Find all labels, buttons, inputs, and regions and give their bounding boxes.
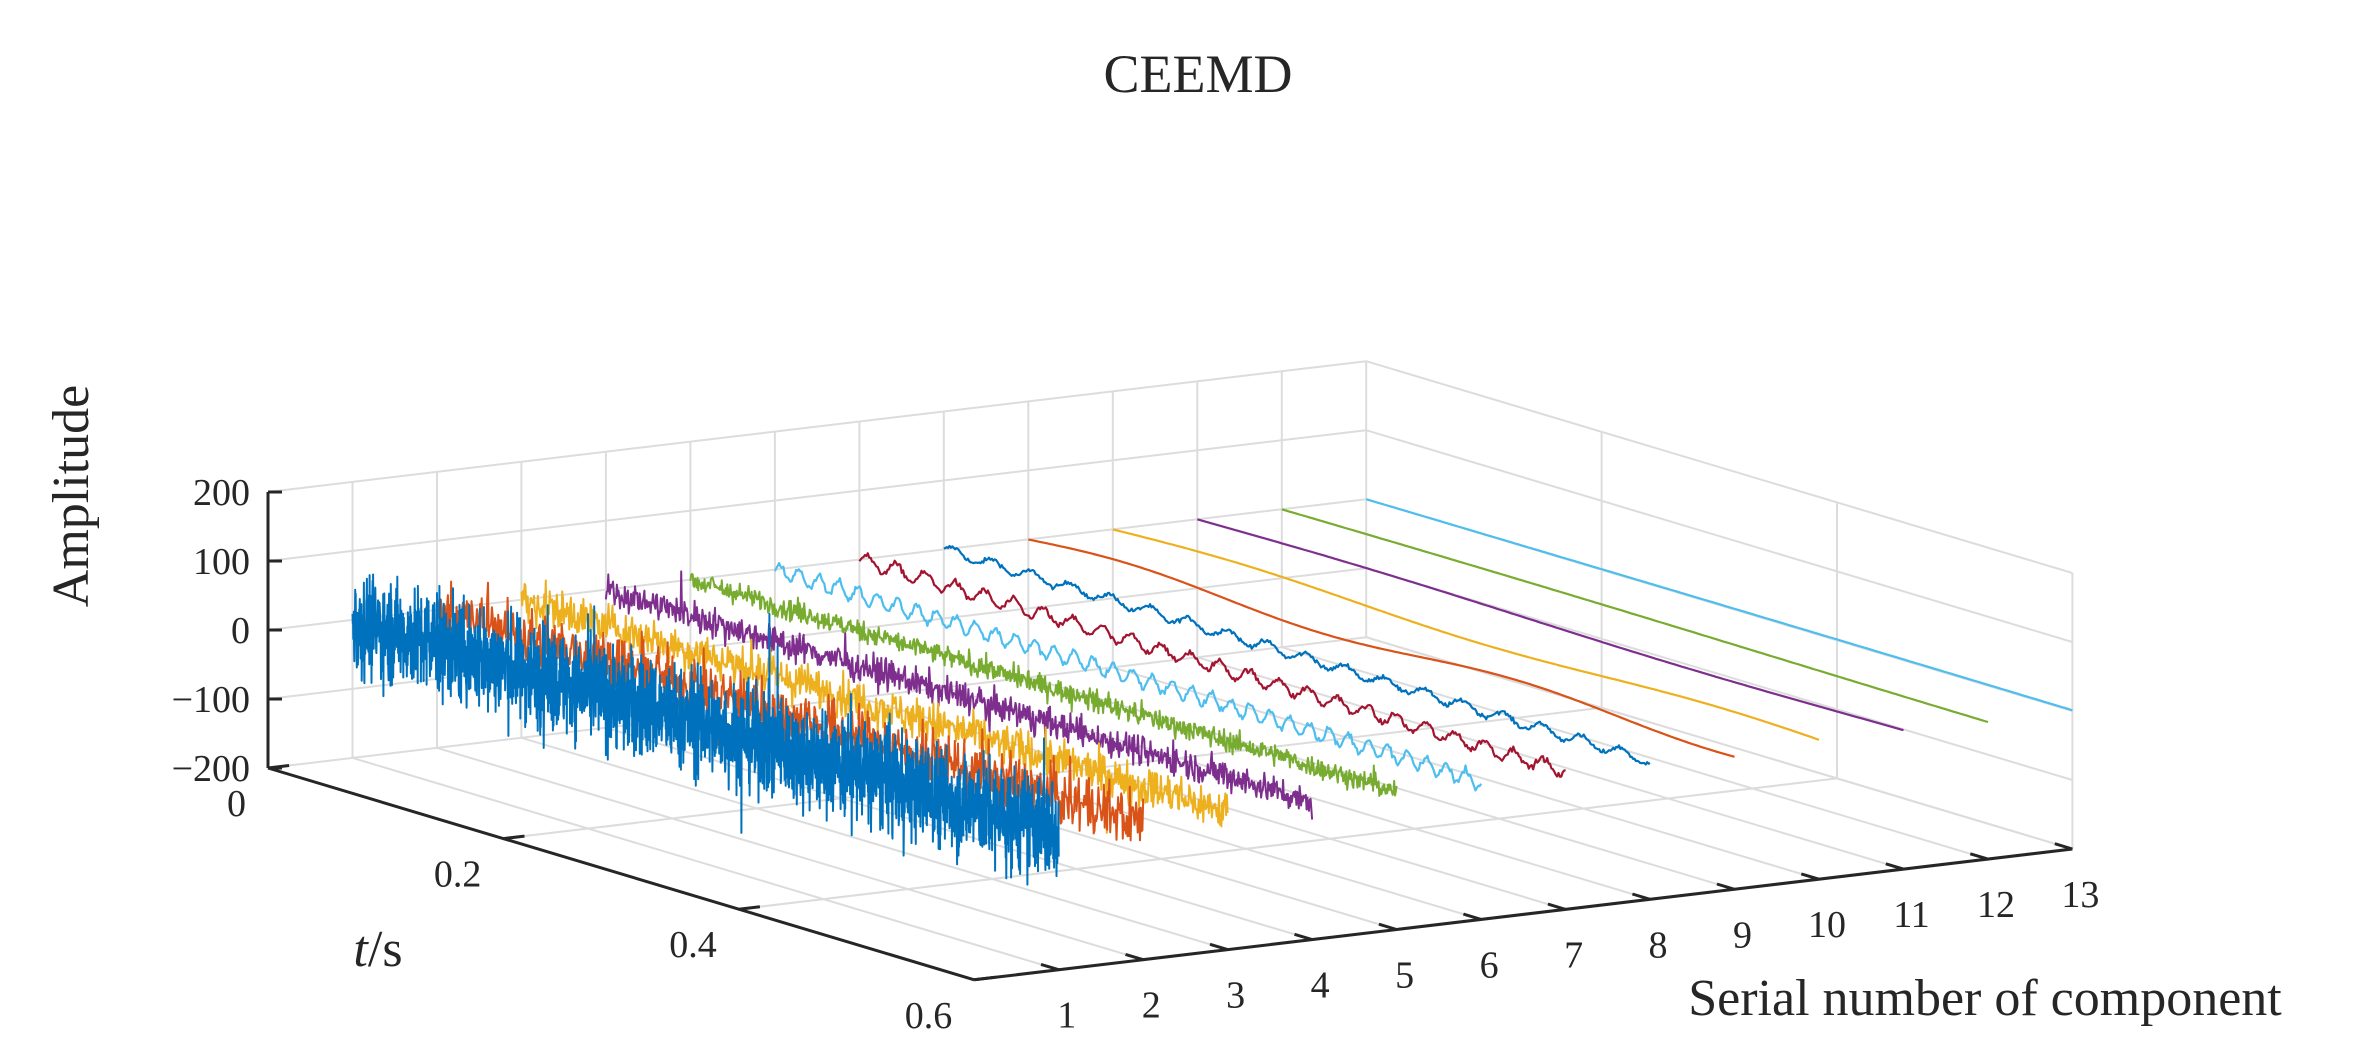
series-line-imf6 [773,562,1483,792]
x-tick-mark [2054,842,2073,851]
grid-line-floor-x [436,746,1144,961]
grid-line-floor-x [521,736,1228,951]
t-tick-mark [974,975,996,982]
x-tick-label: 2 [1142,985,1161,1027]
grid-line-side-z [1365,360,2073,574]
t-tick-label: 0 [227,783,246,825]
series-line-imf8 [943,544,1651,766]
grid-line-floor-x [1365,636,2073,850]
grid-line-floor-x [352,756,1059,971]
x-tick-mark [1294,932,1313,942]
x-tick-mark [1547,902,1567,911]
x-tick-mark [1125,952,1144,962]
x-tick-mark [1885,862,1904,871]
t-tick-label: 0.2 [434,854,482,896]
grid-line-floor-x [1281,646,1989,861]
t-axis-label-italic: t [353,921,369,978]
x-tick-mark [1969,852,1989,861]
grid-line-side-z [1365,429,2073,643]
t-tick-mark [738,905,761,911]
x-tick-label: 11 [1893,894,1930,936]
x-tick-mark [1378,922,1398,931]
series-line-imf9 [1028,538,1735,758]
x-tick-mark [1631,892,1651,901]
series-line-imf12 [1281,508,1989,724]
x-tick-label: 13 [2061,874,2099,916]
t-tick-label: 0.6 [905,995,953,1037]
x-tick-label: 1 [1057,995,1076,1037]
t-axis-label: t/s [353,921,402,978]
x-tick-label: 5 [1395,955,1414,997]
x-tick-mark [1716,882,1735,891]
z-tick-label: −200 [172,748,250,790]
z-tick-label: 200 [193,472,250,514]
x-tick-label: 6 [1480,944,1499,986]
series-line-res [1365,498,2073,712]
x-tick-mark [1209,942,1229,952]
z-axis-label: Amplitude [43,385,100,607]
x-tick-mark [1040,962,1060,972]
t-tick-mark [503,834,525,841]
x-tick-label: 9 [1733,914,1752,956]
x-tick-label: 7 [1564,934,1583,976]
t-tick-label: 0.4 [669,924,717,966]
grid-line-floor-x [859,696,1566,911]
series-line-imf11 [1196,518,1904,732]
x-axis-line [974,847,2073,982]
t-axis-line [267,766,975,982]
series-line-imf7 [858,552,1566,778]
x-tick-mark [1462,912,1482,921]
t-axis-label-unit: /s [368,921,403,978]
grid-line-floor-t [738,777,1838,911]
series-line-imf10 [1112,528,1820,741]
series-line-imf5 [689,572,1398,797]
z-tick-label: 0 [231,610,250,652]
z-tick-label: −100 [172,679,250,721]
x-tick-label: 4 [1311,965,1330,1007]
series-line-imf4 [604,570,1314,820]
x-tick-label: 8 [1649,924,1668,966]
z-tick-label: 100 [193,541,250,583]
label-layer: CEEMD Serial number of component Amplitu… [43,44,2282,1027]
x-tick-mark [1800,872,1820,881]
grid-line-back-z [267,636,1367,769]
x-tick-label: 10 [1808,904,1846,946]
x-tick-label: 12 [1977,884,2015,926]
series-layer [351,498,2073,886]
grid-line-back-z [267,360,1367,493]
t-tick-mark [267,764,290,770]
chart-title: CEEMD [1104,44,1293,104]
x-axis-label: Serial number of component [1688,970,2282,1027]
grid-line-back-z [267,429,1367,562]
x-tick-label: 3 [1226,975,1245,1017]
series-line-imf1 [351,573,1060,886]
